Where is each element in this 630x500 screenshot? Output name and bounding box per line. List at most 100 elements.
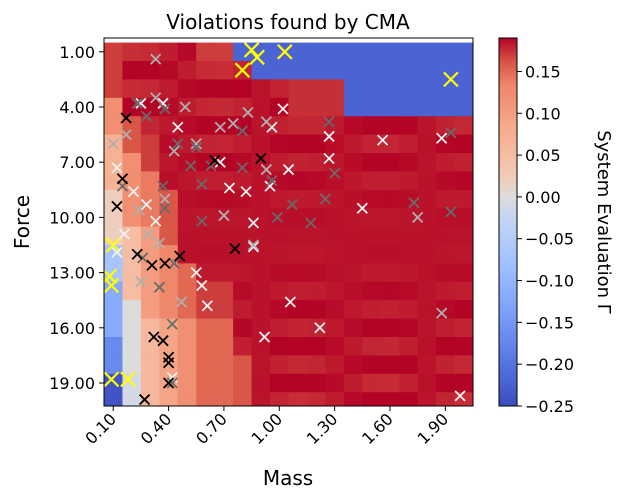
heatmap-cell <box>251 318 271 338</box>
heatmap-cell <box>325 245 345 264</box>
heatmap-cell <box>104 171 124 191</box>
heatmap-cell <box>177 189 197 209</box>
heatmap-cell <box>417 337 437 356</box>
violation-marker <box>116 173 129 185</box>
marker-stroke <box>131 97 143 109</box>
marker-stroke <box>159 103 171 115</box>
heatmap-cell <box>362 245 382 264</box>
heatmap-cell <box>380 189 400 209</box>
heatmap-cell <box>436 337 456 356</box>
heatmap-cell <box>122 153 142 172</box>
violation-marker <box>157 335 169 347</box>
violation-marker <box>255 152 267 165</box>
colorbar-tick-label: 0.15 <box>525 62 561 81</box>
marker-stroke <box>175 296 188 308</box>
heatmap-cell <box>362 171 382 191</box>
x-axis-ticks: 0.10 0.40 0.70 1.00 1.30 1.60 1.90 <box>81 406 452 448</box>
heatmap-cell <box>454 226 473 246</box>
violation-marker <box>277 44 293 60</box>
marker-stroke <box>218 209 230 222</box>
marker-stroke <box>137 252 149 264</box>
heatmap-cell <box>325 337 345 356</box>
violation-marker <box>227 117 239 130</box>
heatmap-cell <box>233 373 253 393</box>
heatmap-cell <box>362 355 382 375</box>
heatmap-cell <box>306 392 326 406</box>
marker-stroke <box>214 121 226 133</box>
heatmap-cell <box>177 373 197 393</box>
violation-marker <box>356 202 368 214</box>
violation-marker <box>175 296 188 308</box>
heatmap-cell <box>380 116 400 136</box>
heatmap-cell <box>214 355 234 375</box>
heatmap-cell <box>122 300 142 320</box>
heatmap-cell <box>417 281 437 301</box>
violation-marker <box>104 371 120 388</box>
heatmap-cell <box>214 79 234 99</box>
heatmap-cell <box>325 281 345 301</box>
y-tick-label: 16.00 <box>49 319 95 338</box>
heatmap-cell <box>399 116 419 136</box>
y-tick-label: 10.00 <box>49 208 95 227</box>
marker-stroke <box>435 307 448 319</box>
violation-marker <box>234 62 251 78</box>
marker-stroke <box>196 178 208 190</box>
heatmap-cell <box>325 97 345 117</box>
heatmap-cell <box>362 61 382 80</box>
heatmap-cell <box>214 392 234 406</box>
heatmap-cell <box>325 392 345 406</box>
violation-marker <box>190 141 202 154</box>
heatmap-cell <box>104 208 124 228</box>
violation-marker <box>140 198 153 211</box>
marker-stroke <box>142 228 154 240</box>
marker-stroke <box>185 160 197 172</box>
heatmap-cell <box>343 337 363 356</box>
heatmap-cells <box>104 42 473 406</box>
violation-marker <box>236 125 249 137</box>
marker-stroke <box>243 42 260 58</box>
heatmap-cell <box>159 226 179 246</box>
heatmap-cell <box>159 263 179 283</box>
heatmap-cell <box>159 189 179 209</box>
heatmap-cell <box>251 263 271 283</box>
violation-marker <box>247 239 260 251</box>
heatmap-cell <box>417 116 437 136</box>
violation-marker <box>201 300 213 312</box>
heatmap-cell <box>306 61 326 80</box>
heatmap-cell <box>177 208 197 228</box>
heatmap-cell <box>417 300 437 320</box>
marker-stroke <box>157 180 169 192</box>
heatmap-cell <box>159 79 179 99</box>
heatmap-cell <box>362 79 382 99</box>
violation-marker <box>133 204 145 216</box>
heatmap-cell <box>214 134 234 154</box>
heatmap-cell <box>122 116 142 136</box>
heatmap-cell <box>380 171 400 191</box>
heatmap-cell <box>177 355 197 375</box>
heatmap-cell <box>288 355 308 375</box>
heatmap-cell <box>104 337 124 356</box>
heatmap-cell <box>288 61 308 80</box>
heatmap-cell <box>417 208 437 228</box>
marker-stroke <box>319 193 332 205</box>
heatmap-cell <box>436 392 456 406</box>
x-tick-label: 1.90 <box>414 409 453 448</box>
heatmap-cell <box>159 208 179 228</box>
marker-stroke <box>284 296 296 308</box>
marker-stroke <box>277 44 293 60</box>
marker-stroke <box>260 163 272 176</box>
violation-marker <box>172 138 184 150</box>
heatmap-cell <box>159 355 179 375</box>
heatmap-cell <box>159 245 179 264</box>
heatmap-cell <box>306 116 326 136</box>
marker-stroke <box>168 257 180 270</box>
marker-stroke <box>376 134 389 146</box>
heatmap-cell <box>362 373 382 393</box>
heatmap-cell <box>343 226 363 246</box>
marker-stroke <box>240 186 252 198</box>
violation-marker <box>328 167 341 179</box>
marker-stroke <box>120 371 136 388</box>
colorbar <box>498 37 518 407</box>
heatmap-cell <box>122 134 142 154</box>
heatmap-cell <box>362 263 382 283</box>
